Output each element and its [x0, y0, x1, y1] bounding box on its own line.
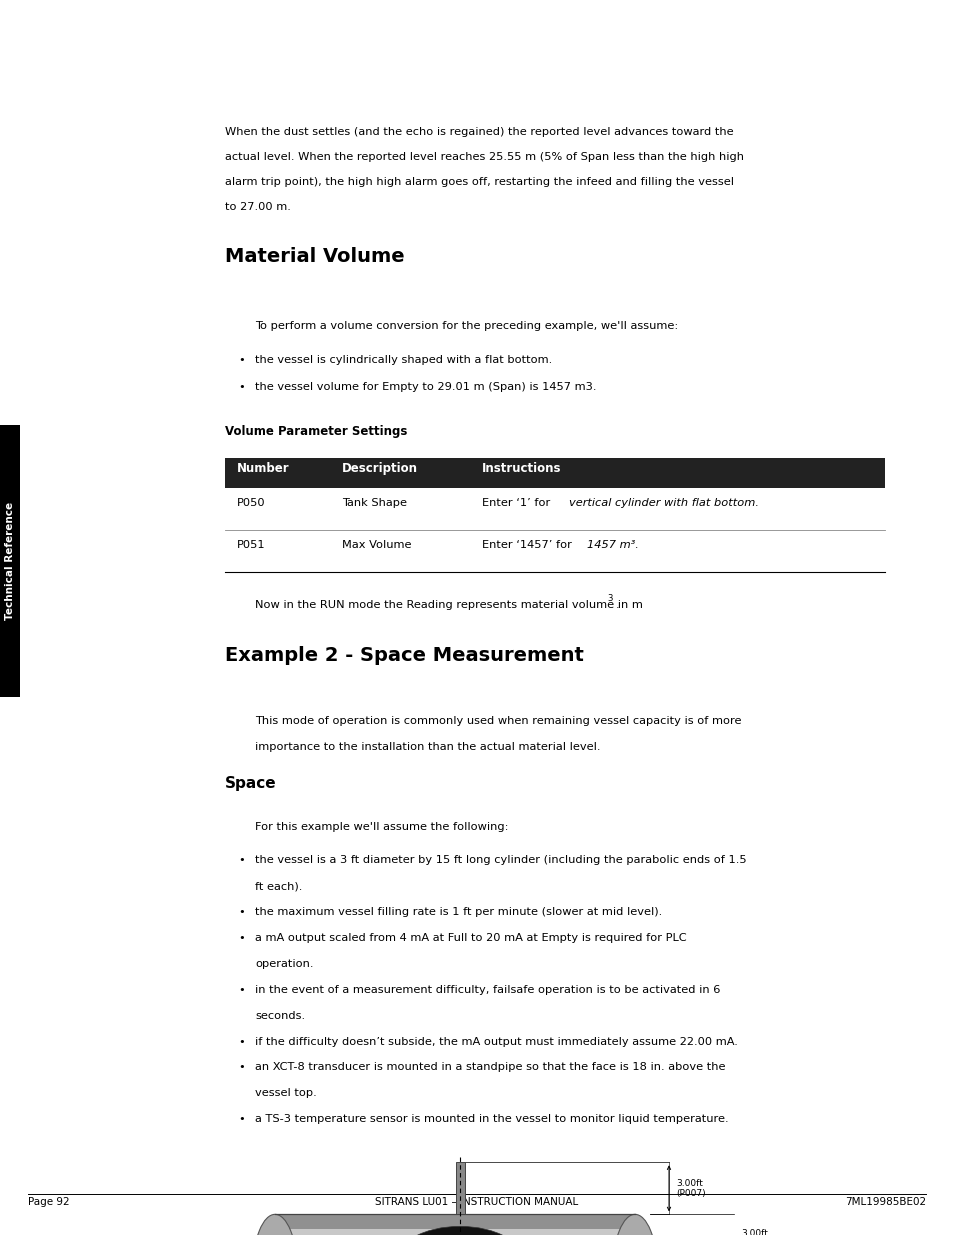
Text: in the event of a measurement difficulty, failsafe operation is to be activated : in the event of a measurement difficulty… — [254, 984, 720, 994]
Text: Number: Number — [236, 462, 290, 475]
Bar — [274, 1214, 635, 1235]
Text: an XCT-8 transducer is mounted in a standpipe so that the face is 18 in. above t: an XCT-8 transducer is mounted in a stan… — [254, 1062, 724, 1072]
Text: operation.: operation. — [254, 958, 314, 968]
Text: P050: P050 — [236, 498, 265, 508]
Text: 1457 m³.: 1457 m³. — [587, 540, 639, 550]
Text: the maximum vessel filling rate is 1 ft per minute (slower at mid level).: the maximum vessel filling rate is 1 ft … — [254, 906, 661, 918]
Text: When the dust settles (and the echo is regained) the reported level advances tow: When the dust settles (and the echo is r… — [225, 127, 733, 137]
Bar — [225, 458, 884, 488]
Text: SITRANS LU01 – INSTRUCTION MANUAL: SITRANS LU01 – INSTRUCTION MANUAL — [375, 1197, 578, 1207]
Text: Volume Parameter Settings: Volume Parameter Settings — [225, 425, 407, 438]
Text: Instructions: Instructions — [481, 462, 561, 475]
Text: the vessel volume for Empty to 29.01 m (Span) is 1457 m3.: the vessel volume for Empty to 29.01 m (… — [254, 383, 596, 393]
Text: Space: Space — [225, 776, 276, 790]
Text: importance to the installation than the actual material level.: importance to the installation than the … — [254, 742, 599, 752]
Text: vessel top.: vessel top. — [254, 1088, 316, 1098]
Ellipse shape — [253, 1214, 296, 1235]
Text: 7ML19985BE02: 7ML19985BE02 — [844, 1197, 925, 1207]
Bar — [274, 1214, 635, 1229]
Text: •: • — [237, 1114, 245, 1124]
Text: Now in the RUN mode the Reading represents material volume in m: Now in the RUN mode the Reading represen… — [254, 600, 642, 610]
Text: Tank Shape: Tank Shape — [341, 498, 407, 508]
Text: Example 2 - Space Measurement: Example 2 - Space Measurement — [225, 646, 583, 666]
Text: •: • — [237, 984, 245, 994]
Text: For this example we'll assume the following:: For this example we'll assume the follow… — [254, 823, 508, 832]
Text: seconds.: seconds. — [254, 1010, 305, 1020]
Ellipse shape — [613, 1214, 657, 1235]
Ellipse shape — [395, 1226, 524, 1235]
Text: Page 92: Page 92 — [28, 1197, 70, 1207]
Bar — [225, 488, 884, 530]
Text: to 27.00 m.: to 27.00 m. — [225, 203, 291, 212]
Bar — [0, 425, 20, 697]
Text: a TS-3 temperature sensor is mounted in the vessel to monitor liquid temperature: a TS-3 temperature sensor is mounted in … — [254, 1114, 728, 1124]
Text: if the difficulty doesn’t subside, the mA output must immediately assume 22.00 m: if the difficulty doesn’t subside, the m… — [254, 1036, 737, 1046]
Text: the vessel is a 3 ft diameter by 15 ft long cylinder (including the parabolic en: the vessel is a 3 ft diameter by 15 ft l… — [254, 855, 746, 866]
Text: vertical cylinder with flat bottom.: vertical cylinder with flat bottom. — [568, 498, 758, 508]
Text: Technical Reference: Technical Reference — [5, 501, 15, 620]
Text: ft each).: ft each). — [254, 881, 302, 892]
Text: •: • — [237, 383, 245, 393]
Text: 3.00ft
(P007): 3.00ft (P007) — [740, 1229, 770, 1235]
Text: •: • — [237, 1062, 245, 1072]
Text: Max Volume: Max Volume — [341, 540, 411, 550]
Bar — [225, 530, 884, 572]
Text: Enter ‘1457’ for: Enter ‘1457’ for — [481, 540, 575, 550]
Text: the vessel is cylindrically shaped with a flat bottom.: the vessel is cylindrically shaped with … — [254, 354, 552, 364]
Text: actual level. When the reported level reaches 25.55 m (5% of Span less than the : actual level. When the reported level re… — [225, 152, 743, 162]
Text: •: • — [237, 932, 245, 942]
Text: alarm trip point), the high high alarm goes off, restarting the infeed and filli: alarm trip point), the high high alarm g… — [225, 177, 733, 186]
Text: P051: P051 — [236, 540, 265, 550]
Text: 3.00ft
(P007): 3.00ft (P007) — [676, 1178, 705, 1198]
Bar — [455, 1162, 464, 1214]
Text: .: . — [615, 600, 618, 610]
Text: •: • — [237, 855, 245, 866]
Text: •: • — [237, 906, 245, 918]
Text: Enter ‘1’ for: Enter ‘1’ for — [481, 498, 554, 508]
Text: a mA output scaled from 4 mA at Full to 20 mA at Empty is required for PLC: a mA output scaled from 4 mA at Full to … — [254, 932, 686, 942]
Text: •: • — [237, 1036, 245, 1046]
Text: Description: Description — [341, 462, 417, 475]
Text: To perform a volume conversion for the preceding example, we'll assume:: To perform a volume conversion for the p… — [254, 321, 678, 331]
Text: Material Volume: Material Volume — [225, 247, 404, 267]
Text: 3: 3 — [607, 594, 613, 603]
Text: This mode of operation is commonly used when remaining vessel capacity is of mor: This mode of operation is commonly used … — [254, 716, 740, 726]
Text: •: • — [237, 354, 245, 364]
